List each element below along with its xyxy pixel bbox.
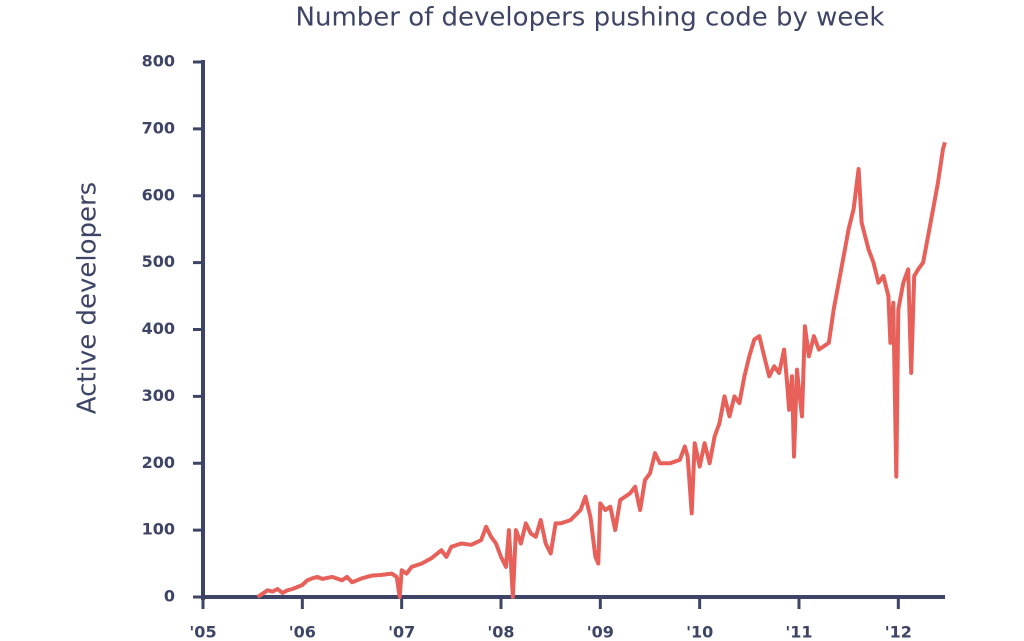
x-tick-label: '09 bbox=[587, 623, 614, 641]
y-tick-label: 500 bbox=[142, 252, 175, 271]
y-tick-label: 200 bbox=[142, 453, 175, 472]
x-tick-label: '12 bbox=[885, 623, 912, 641]
x-tick-label: '11 bbox=[785, 623, 812, 641]
y-tick-label: 700 bbox=[142, 118, 175, 137]
x-tick-label: '06 bbox=[289, 623, 316, 641]
y-tick-label: 100 bbox=[142, 520, 175, 539]
x-tick-label: '10 bbox=[686, 623, 713, 641]
y-tick-label: 600 bbox=[142, 185, 175, 204]
y-tick-label: 0 bbox=[164, 587, 175, 606]
y-tick-label: 800 bbox=[142, 52, 175, 71]
x-tick-label: '07 bbox=[388, 623, 415, 641]
y-tick-label: 300 bbox=[142, 386, 175, 405]
x-tick-label: '05 bbox=[189, 623, 216, 641]
y-tick-label: 400 bbox=[142, 319, 175, 338]
y-axis-label: Active developers bbox=[73, 182, 103, 414]
chart-title: Number of developers pushing code by wee… bbox=[296, 3, 885, 33]
x-tick-label: '08 bbox=[487, 623, 514, 641]
data-line bbox=[256, 141, 947, 599]
